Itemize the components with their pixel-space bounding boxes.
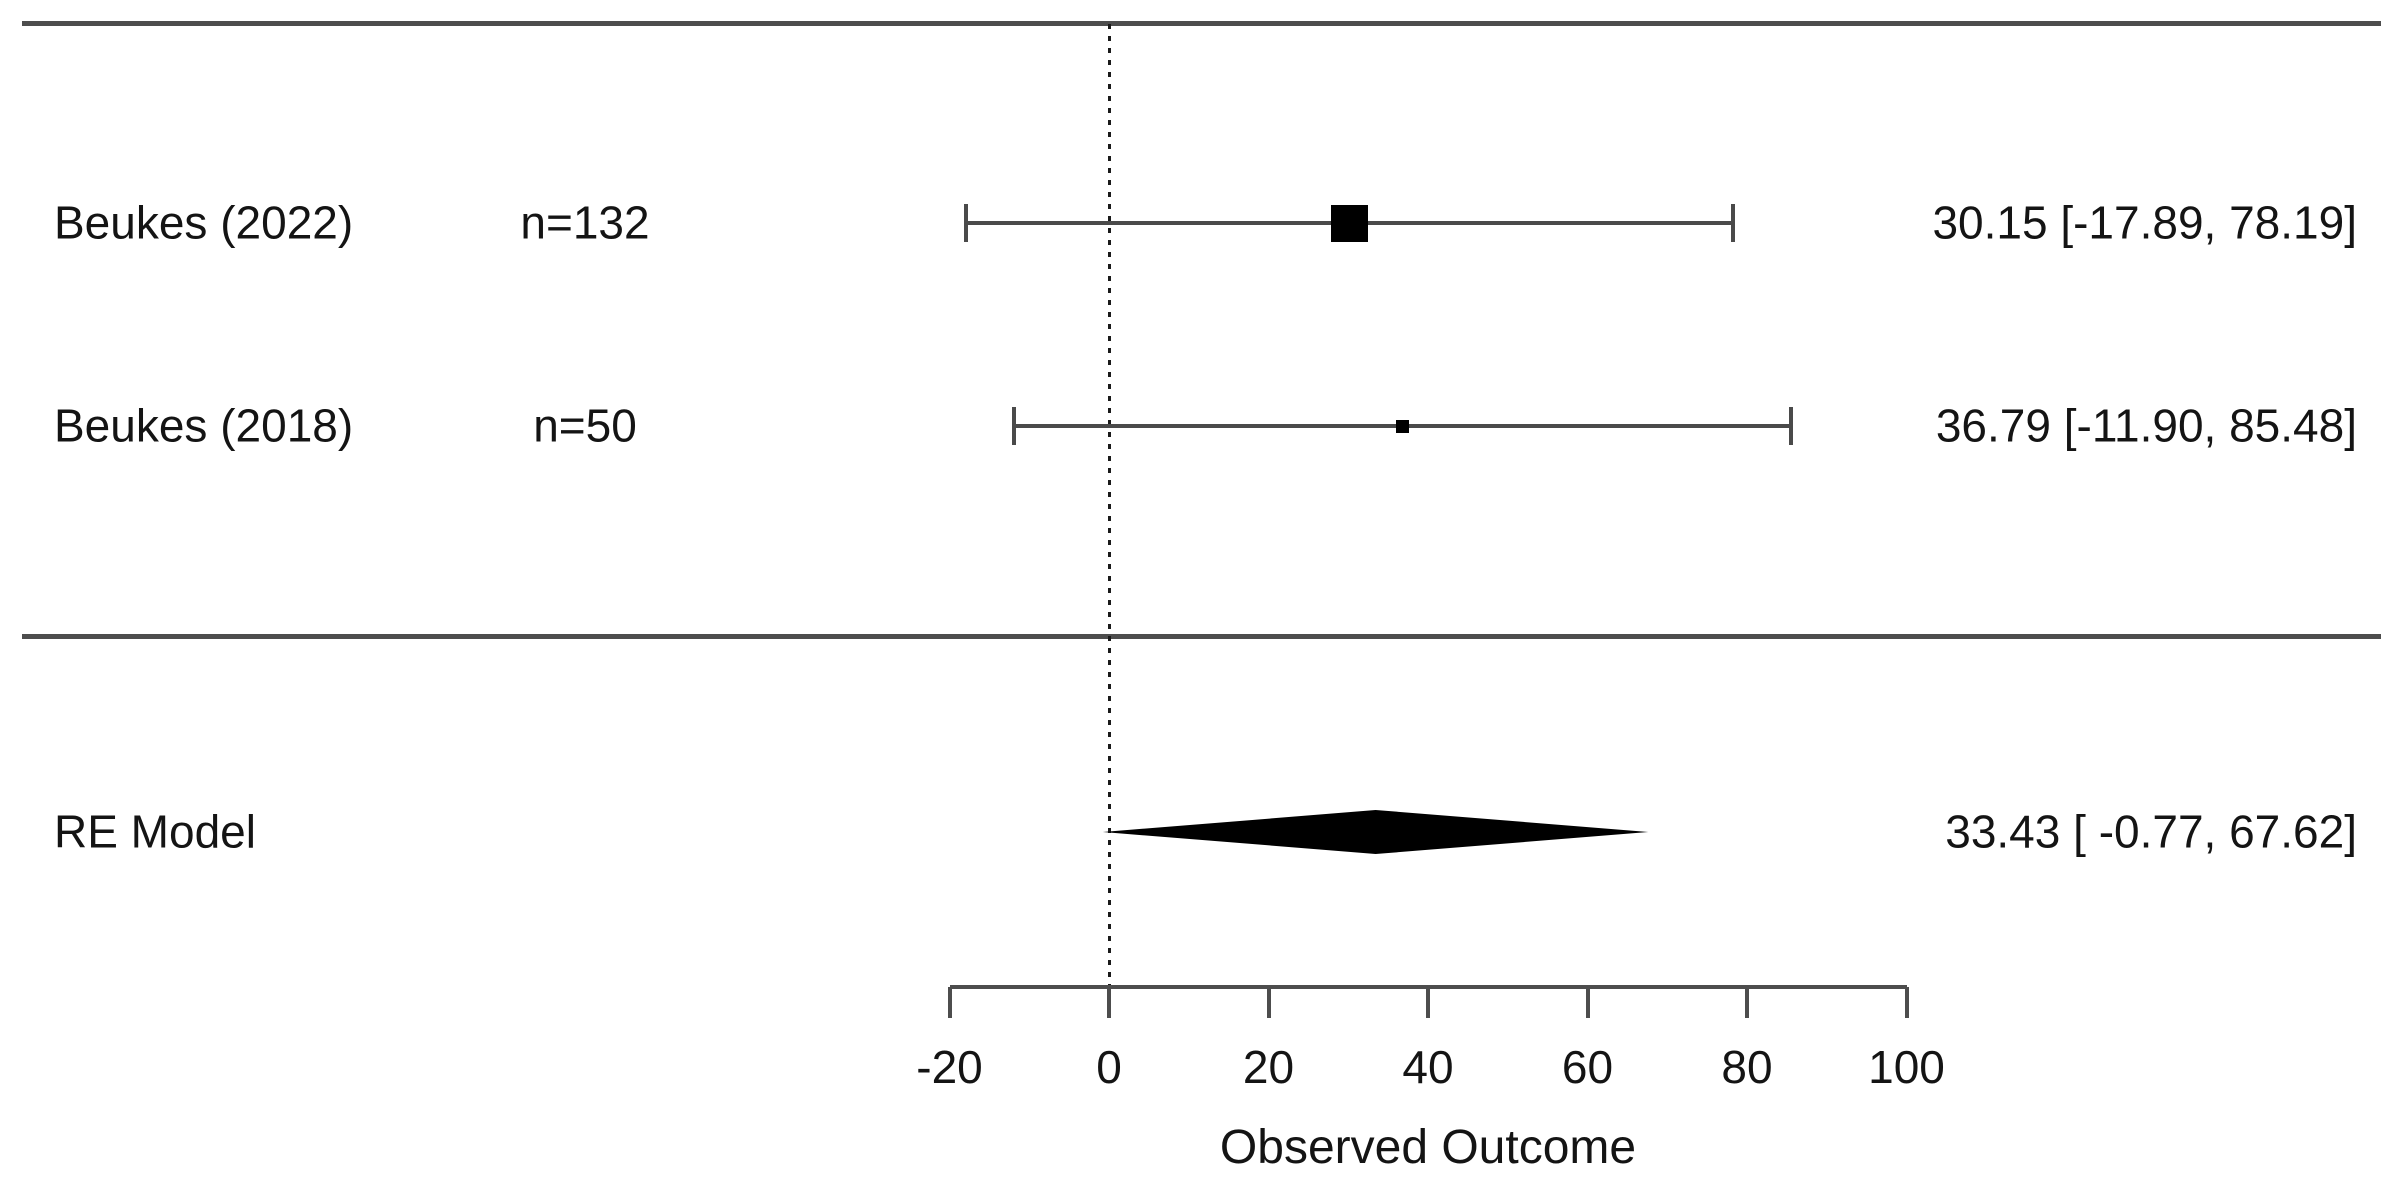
summary-estimate-annotation: 33.43 [ -0.77, 67.62] xyxy=(1945,805,2357,858)
ci-endcap xyxy=(1730,204,1735,242)
study-n-label: n=132 xyxy=(520,196,650,249)
x-axis-tick-label: 100 xyxy=(1868,1041,1945,1093)
study-estimate-annotation: 36.79 [-11.90, 85.48] xyxy=(1935,399,2357,452)
study-n-label: n=50 xyxy=(533,399,637,452)
study-estimate-annotation: 30.15 [-17.89, 78.19] xyxy=(1932,196,2357,249)
top-rule xyxy=(22,21,2381,26)
study-label: Beukes (2018) xyxy=(54,399,354,452)
x-axis-tick xyxy=(1904,987,1909,1018)
ci-endcap xyxy=(964,204,969,242)
zero-reference-line xyxy=(1108,24,1111,987)
x-axis-tick xyxy=(1745,987,1749,1018)
x-axis-title: Observed Outcome xyxy=(1219,1121,1637,1174)
x-axis-tick-label: 80 xyxy=(1721,1041,1773,1093)
study-label: Beukes (2022) xyxy=(54,196,354,249)
study-point-square xyxy=(1395,419,1409,433)
x-axis-tick xyxy=(947,987,952,1018)
x-axis-tick xyxy=(1426,987,1430,1018)
x-axis-tick-label: 60 xyxy=(1561,1041,1614,1093)
summary-diamond-shape xyxy=(1102,810,1649,854)
x-axis-tick-label: 20 xyxy=(1242,1041,1295,1093)
x-axis-tick xyxy=(1266,987,1271,1018)
x-axis-tick xyxy=(1107,987,1111,1018)
x-axis-tick xyxy=(1585,987,1590,1018)
summary-separator-rule xyxy=(22,634,2381,639)
ci-endcap xyxy=(1012,407,1017,445)
x-axis-tick-label: 40 xyxy=(1402,1041,1454,1093)
summary-label: RE Model xyxy=(54,805,256,858)
x-axis-tick-label: 0 xyxy=(1096,1041,1122,1093)
study-point-square xyxy=(1330,204,1368,242)
ci-endcap xyxy=(1788,407,1793,445)
x-axis-tick-label: -20 xyxy=(916,1041,983,1093)
